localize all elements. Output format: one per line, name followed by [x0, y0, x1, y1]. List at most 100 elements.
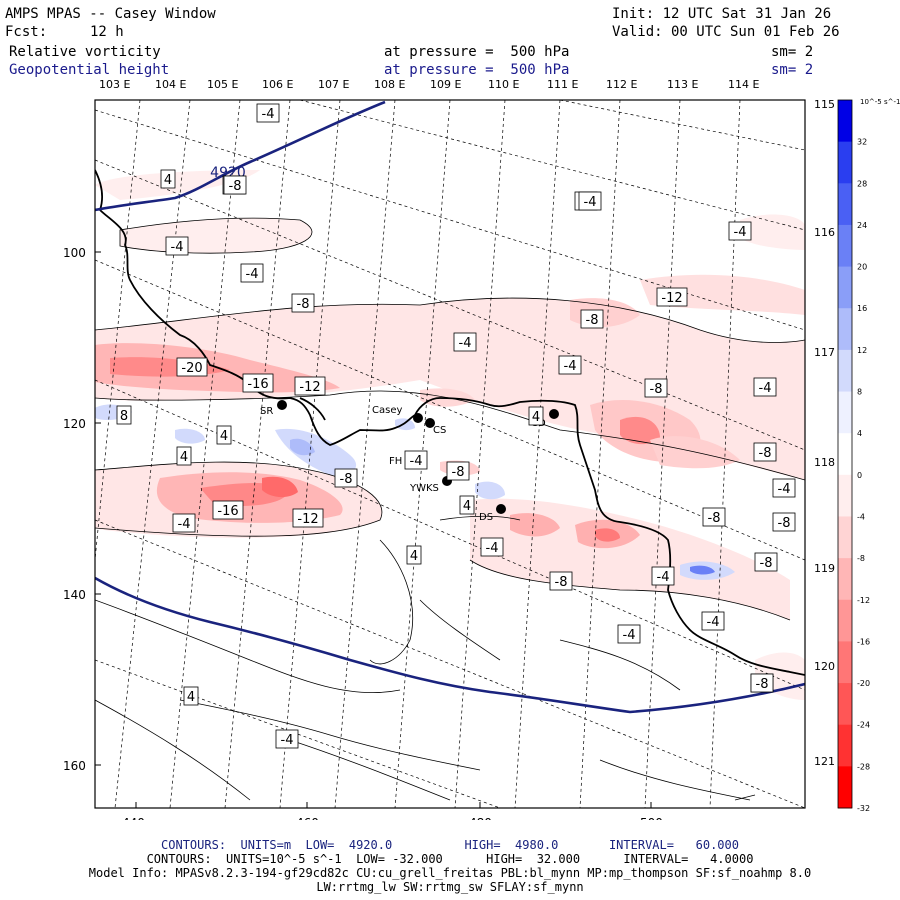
- bottom-axis-labels: 440 460 480 500: [122, 816, 663, 820]
- colorbar: 32 28 24 20 16 12 8 4 0 -4 -8 -12 -16 -20 -24 -28 -32: [837, 99, 870, 813]
- colorbar-tick-label: -32: [857, 804, 870, 813]
- contour-label: -8: [760, 556, 773, 571]
- colorbar-tick-label: -24: [857, 721, 870, 730]
- footer-model-info: Model Info: MPASv8.2.3-194-gf29cd82c CU:…: [88, 866, 812, 880]
- contour-label-box: [617, 624, 641, 644]
- contour-label: -8: [555, 575, 568, 590]
- field2-name: Geopotential height: [9, 62, 170, 78]
- contour-label: -4: [281, 733, 294, 748]
- colorbar-swatch: [838, 599, 852, 642]
- chart-title: AMPS MPAS -- Casey Window: [5, 6, 216, 22]
- contour-label: -8: [708, 511, 721, 526]
- footer-height-contours: CONTOURS: UNITS=m LOW= 4920.0 HIGH= 4980…: [161, 838, 739, 852]
- colorbar-swatch: [838, 183, 852, 226]
- colorbar-swatch: [838, 433, 852, 476]
- contour-label: -16: [217, 504, 238, 519]
- colorbar-tick-label: -12: [857, 596, 870, 605]
- colorbar-swatch: [838, 308, 852, 351]
- station-label: FH: [389, 456, 402, 467]
- contour-label-box: [578, 191, 602, 211]
- station-label: SR: [260, 406, 273, 417]
- valid-time: Valid: 00 UTC Sun 01 Feb 26: [612, 24, 840, 40]
- station-label: Casey: [372, 405, 402, 416]
- contour-label-box: [480, 537, 504, 557]
- contour-label: -8: [650, 382, 663, 397]
- contour-label-box: [753, 377, 777, 397]
- colorbar-swatch: [838, 224, 852, 268]
- contour-label-box: [242, 373, 274, 393]
- colorbar-frame: [837, 99, 853, 809]
- contour-label: -4: [262, 107, 275, 122]
- colorbar-tick-label: -8: [857, 554, 865, 563]
- contour-label: -8: [297, 297, 310, 312]
- lon-label: 111 E: [547, 78, 579, 91]
- contour-labels: 4920-44-4-4-4-4-4-8-12-8-4-4-20-16-12844…: [116, 103, 796, 749]
- colorbar-swatch: [838, 391, 852, 434]
- contour-label: 4: [187, 690, 195, 705]
- contour-label: -4: [246, 267, 259, 282]
- contour-label: -4: [759, 381, 772, 396]
- contour-label: -12: [661, 291, 682, 306]
- colorbar-swatch: [838, 266, 852, 309]
- contour-label-box: [212, 500, 244, 520]
- colorbar-tick-label: 16: [857, 304, 867, 313]
- contour-label: -12: [299, 380, 320, 395]
- lon-label: 105 E: [207, 78, 239, 91]
- lon-label: 112 E: [606, 78, 638, 91]
- axis-label: 500: [640, 816, 663, 820]
- contour-label: -4: [584, 195, 597, 210]
- contour-label-box: [176, 446, 192, 466]
- contour-label-box: [291, 293, 315, 313]
- contour-label-box: [160, 169, 176, 189]
- map-frame: [94, 99, 806, 809]
- height-contours: [95, 100, 805, 714]
- contour-label-box: [459, 495, 475, 515]
- colorbar-tick-label: 8: [857, 388, 862, 397]
- contour-label: 4: [164, 173, 172, 188]
- contour-label-box: [772, 478, 796, 498]
- axis-label: 160: [63, 759, 86, 773]
- axis-label: 480: [469, 816, 492, 820]
- contour-label-box: [750, 673, 774, 693]
- field1-smoothing: sm= 2: [771, 44, 814, 60]
- colorbar-tick-label: 4: [857, 429, 862, 438]
- contour-label: -12: [297, 512, 318, 527]
- contour-label-box: [656, 287, 688, 307]
- contour-label: -4: [657, 570, 670, 585]
- contour-label: 4: [410, 549, 418, 564]
- contour-label-box: [753, 442, 777, 462]
- lon-label: 110 E: [488, 78, 520, 91]
- contour-label: -4: [734, 225, 747, 240]
- colorbar-tick-label: 24: [857, 221, 867, 230]
- contour-label: -4: [410, 454, 423, 469]
- contour-label: -20: [181, 361, 202, 376]
- colorbar-tick-label: 12: [857, 346, 867, 355]
- contour-label: -4: [707, 615, 720, 630]
- contour-label: 4: [180, 450, 188, 465]
- contour-label-box: [453, 332, 477, 352]
- contour-label: -16: [247, 377, 268, 392]
- contour-label-box: [172, 513, 196, 533]
- contour-label-box: [528, 406, 544, 426]
- contour-label: -8: [756, 677, 769, 692]
- colorbar-tick-label: -28: [857, 762, 870, 771]
- contour-label: -4: [623, 628, 636, 643]
- colorbar-tick-label: -4: [857, 512, 865, 521]
- contour-label-box: [404, 450, 428, 470]
- contour-label: -4: [778, 482, 791, 497]
- contour-label-box: [183, 686, 199, 706]
- colorbar-swatch: [838, 558, 852, 601]
- contour-label-box: [294, 376, 326, 396]
- contour-label-box: [116, 405, 132, 425]
- contour-label: -8: [229, 179, 242, 194]
- colorbar-tick-label: -16: [857, 637, 870, 646]
- footer-physics-info: LW:rrtmg_lw SW:rrtmg_sw SFLAY:sf_mynn: [316, 880, 584, 894]
- axis-label: 120: [63, 417, 86, 431]
- init-time: Init: 12 UTC Sat 31 Jan 26: [612, 6, 832, 22]
- field1-name: Relative vorticity: [9, 44, 161, 60]
- contour-label-box: [176, 357, 208, 377]
- contour-label: -8: [452, 465, 465, 480]
- axis-label: 100: [63, 246, 86, 260]
- contour-label: 4: [532, 410, 540, 425]
- contour-label-box: [644, 378, 668, 398]
